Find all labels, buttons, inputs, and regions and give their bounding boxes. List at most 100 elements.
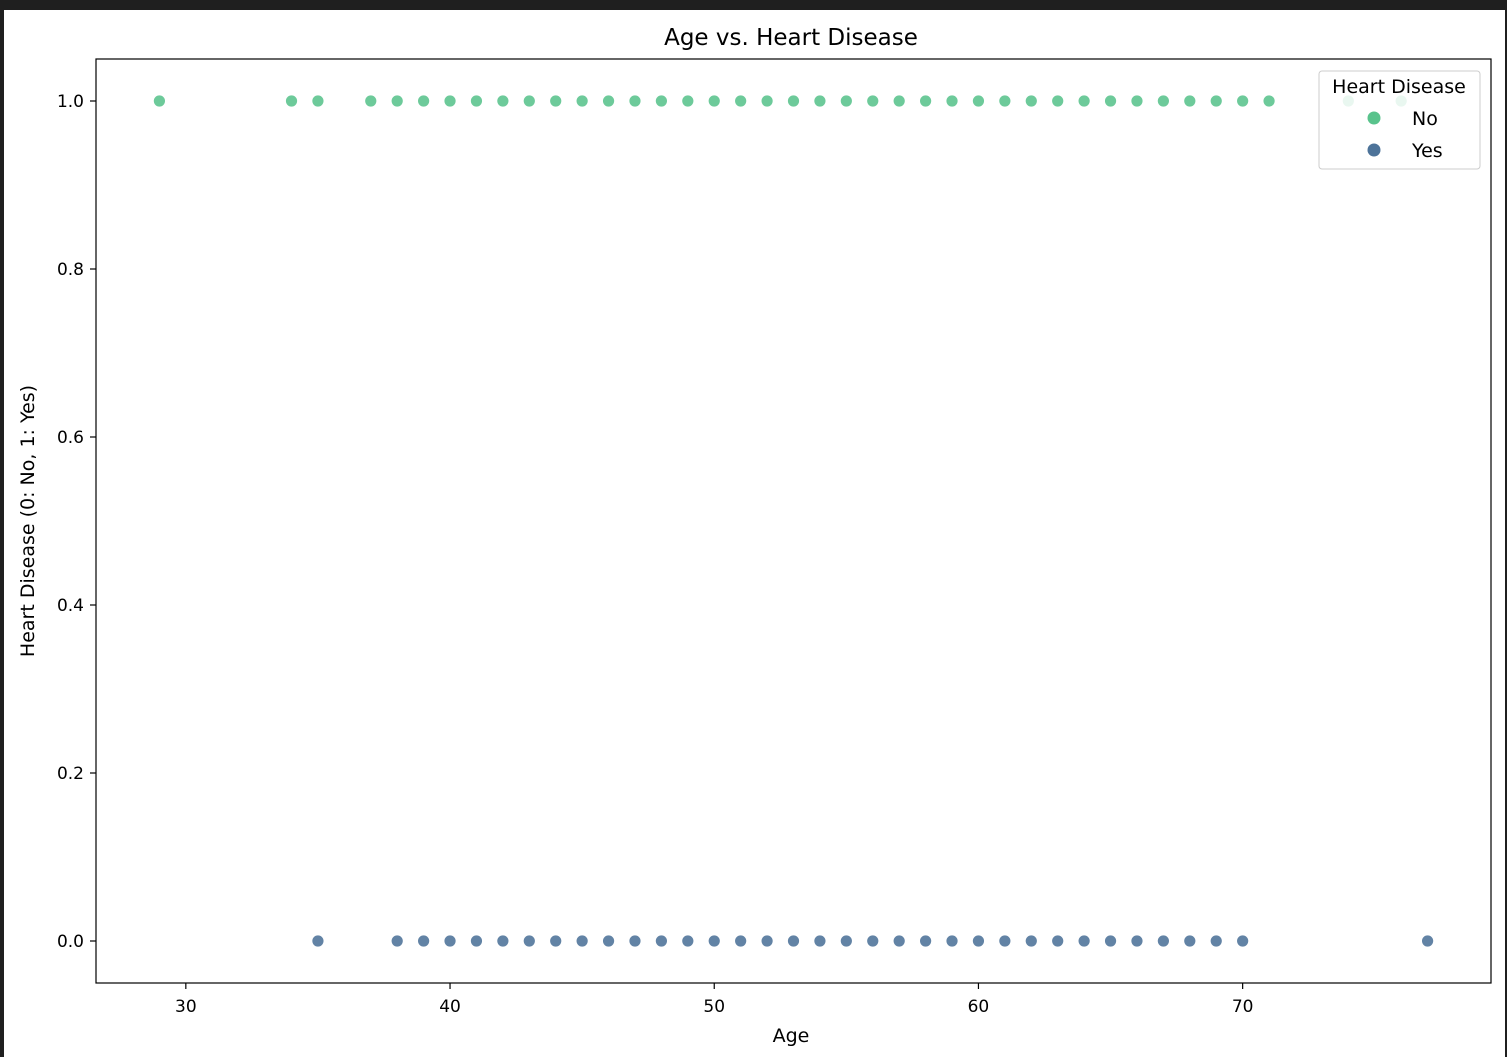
- figure: Age vs. Heart Disease Age Heart Disease …: [4, 10, 1505, 1057]
- y-axis-label: Heart Disease (0: No, 1: Yes): [17, 385, 39, 657]
- data-point-yes: [575, 934, 589, 948]
- data-point-no: [496, 94, 510, 108]
- data-point-no: [417, 94, 431, 108]
- data-point-no: [734, 94, 748, 108]
- data-point-yes: [681, 934, 695, 948]
- data-point-yes: [1236, 934, 1250, 948]
- data-point-no: [1051, 94, 1065, 108]
- data-point-no: [866, 94, 880, 108]
- data-point-yes: [496, 934, 510, 948]
- data-point-yes: [892, 934, 906, 948]
- data-point-yes: [311, 934, 325, 948]
- data-point-no: [390, 94, 404, 108]
- data-point-yes: [760, 934, 774, 948]
- legend-marker-yes: [1367, 143, 1381, 157]
- data-point-yes: [1130, 934, 1144, 948]
- y-tick-label: 0.2: [57, 764, 84, 784]
- y-tick-label: 0.8: [57, 260, 84, 280]
- y-tick-label: 0.4: [57, 596, 84, 616]
- data-point-yes: [1156, 934, 1170, 948]
- data-point-yes: [707, 934, 721, 948]
- data-point-no: [1130, 94, 1144, 108]
- data-point-yes: [602, 934, 615, 948]
- data-point-yes: [470, 934, 483, 948]
- data-point-no: [364, 94, 378, 108]
- data-point-yes: [628, 934, 642, 948]
- x-tick-label: 30: [175, 997, 197, 1017]
- data-point-no: [654, 94, 668, 108]
- data-point-yes: [998, 934, 1012, 948]
- data-point-yes: [1183, 934, 1197, 948]
- data-point-yes: [813, 934, 827, 948]
- x-tick-label: 50: [703, 997, 725, 1017]
- series-no: [153, 94, 1408, 108]
- data-point-no: [919, 94, 933, 108]
- scatter-chart: Age vs. Heart Disease Age Heart Disease …: [17, 25, 1492, 1047]
- data-point-yes: [390, 934, 404, 948]
- axis-ticks: 30 40 50 60 70 0.0 0.2 0.4 0.6 0.8 1.0: [57, 92, 1254, 1017]
- legend-box: [1318, 70, 1481, 170]
- data-point-no: [998, 94, 1012, 108]
- y-tick-label: 0.6: [57, 428, 84, 448]
- data-point-no: [1077, 94, 1091, 108]
- data-point-no: [1183, 94, 1197, 108]
- data-point-no: [1262, 94, 1276, 108]
- x-axis-label: Age: [773, 1025, 810, 1047]
- data-point-no: [311, 94, 325, 108]
- data-point-no: [972, 94, 985, 108]
- data-point-no: [787, 94, 800, 108]
- x-tick-label: 40: [439, 997, 461, 1017]
- plot-frame: [95, 58, 1492, 984]
- data-point-yes: [972, 934, 985, 948]
- data-point-no: [1156, 94, 1170, 108]
- data-point-yes: [443, 934, 457, 948]
- data-point-yes: [919, 934, 933, 948]
- data-point-yes: [1209, 934, 1223, 948]
- data-point-yes: [866, 934, 880, 948]
- data-point-no: [1104, 94, 1117, 108]
- legend-title: Heart Disease: [1332, 76, 1466, 98]
- data-point-no: [153, 94, 166, 108]
- data-point-no: [443, 94, 457, 108]
- data-point-no: [1209, 94, 1223, 108]
- data-point-no: [549, 94, 563, 108]
- data-point-no: [760, 94, 774, 108]
- data-point-yes: [522, 934, 536, 948]
- data-point-no: [707, 94, 721, 108]
- data-point-yes: [1024, 934, 1038, 948]
- legend-label-no: No: [1412, 108, 1438, 130]
- data-point-yes: [417, 934, 431, 948]
- data-point-no: [945, 94, 959, 108]
- data-point-no: [813, 94, 827, 108]
- data-point-yes: [734, 934, 748, 948]
- data-point-no: [470, 94, 483, 108]
- data-point-no: [602, 94, 615, 108]
- data-point-yes: [1104, 934, 1117, 948]
- data-point-no: [681, 94, 695, 108]
- data-point-no: [1024, 94, 1038, 108]
- chart-title: Age vs. Heart Disease: [664, 25, 918, 51]
- data-point-yes: [654, 934, 668, 948]
- data-point-yes: [1051, 934, 1065, 948]
- data-point-no: [1236, 94, 1250, 108]
- legend-marker-no: [1367, 111, 1381, 125]
- data-point-yes: [839, 934, 853, 948]
- data-point-no: [575, 94, 589, 108]
- data-point-no: [839, 94, 853, 108]
- data-point-yes: [549, 934, 563, 948]
- series-yes: [311, 934, 1434, 948]
- data-point-yes: [945, 934, 959, 948]
- data-point-yes: [787, 934, 800, 948]
- data-points: [153, 94, 1434, 948]
- legend-label-yes: Yes: [1411, 140, 1443, 162]
- data-point-no: [892, 94, 906, 108]
- data-point-yes: [1421, 934, 1434, 948]
- data-point-no: [522, 94, 536, 108]
- y-tick-label: 0.0: [57, 932, 84, 952]
- x-tick-label: 60: [968, 997, 990, 1017]
- x-tick-label: 70: [1232, 997, 1254, 1017]
- data-point-yes: [1077, 934, 1091, 948]
- data-point-no: [628, 94, 642, 108]
- legend: Heart Disease No Yes: [1318, 70, 1481, 170]
- y-tick-label: 1.0: [57, 92, 84, 112]
